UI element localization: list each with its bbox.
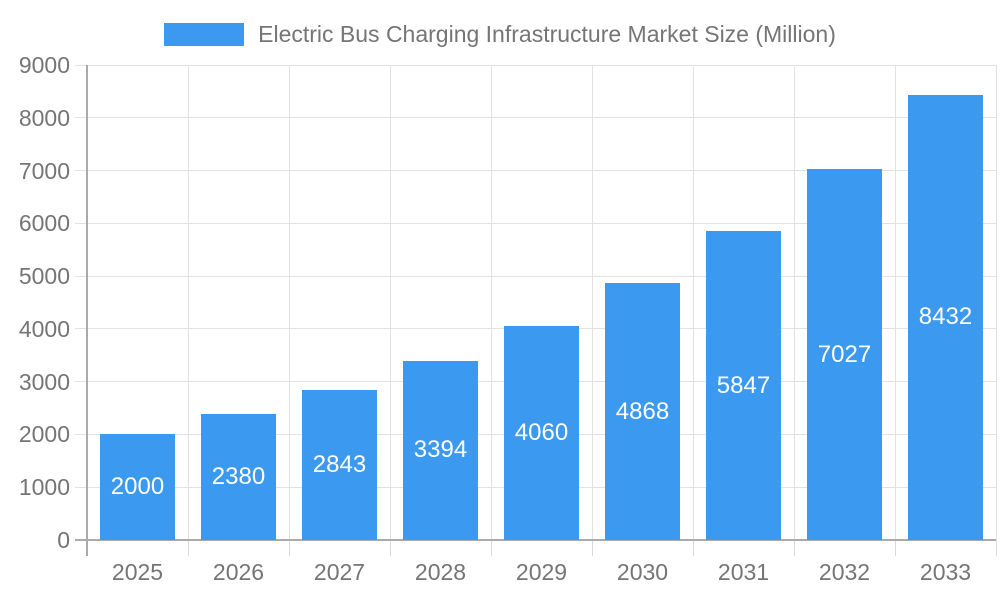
bar-value-label: 2380 xyxy=(211,463,266,491)
axis-tick xyxy=(389,540,391,556)
legend-label: Electric Bus Charging Infrastructure Mar… xyxy=(258,21,836,47)
bar[interactable] xyxy=(302,389,377,540)
y-axis-label: 0 xyxy=(57,527,70,553)
legend-swatch-icon xyxy=(164,23,245,46)
axis-tick xyxy=(288,540,290,556)
gridline-horizontal xyxy=(75,64,996,66)
gridline-horizontal xyxy=(75,275,996,277)
gridline-vertical xyxy=(490,65,492,540)
x-axis-label: 2028 xyxy=(414,559,467,585)
axis-tick xyxy=(692,540,694,556)
bar-value-label: 7027 xyxy=(817,340,872,368)
y-axis-label: 3000 xyxy=(18,368,70,395)
bar[interactable] xyxy=(706,231,781,540)
bar[interactable] xyxy=(605,283,680,540)
bar-value-label: 4868 xyxy=(615,397,670,425)
gridline-vertical xyxy=(389,65,391,540)
bar[interactable] xyxy=(100,434,175,540)
bar-value-label: 2843 xyxy=(312,450,367,478)
x-axis-label: 2031 xyxy=(717,559,770,585)
legend: Electric Bus Charging Infrastructure Mar… xyxy=(0,21,1000,48)
gridline-vertical xyxy=(793,65,795,540)
x-axis-label: 2025 xyxy=(111,559,164,585)
y-axis-label: 4000 xyxy=(18,315,70,342)
axis-tick xyxy=(490,540,492,556)
gridline-horizontal xyxy=(75,222,996,224)
axis-tick xyxy=(894,540,896,556)
bar-value-label: 2000 xyxy=(110,473,165,501)
x-axis-label: 2027 xyxy=(313,559,366,585)
bar-value-label: 3394 xyxy=(413,436,468,464)
y-axis-label: 6000 xyxy=(18,210,70,237)
bar[interactable] xyxy=(201,414,276,540)
gridline-horizontal xyxy=(75,117,996,119)
x-axis-label: 2026 xyxy=(212,559,265,585)
bar[interactable] xyxy=(908,94,983,540)
x-axis-label: 2029 xyxy=(515,559,568,585)
bar-value-label: 8432 xyxy=(918,303,973,331)
y-axis-label: 2000 xyxy=(18,421,70,448)
y-axis-label: 9000 xyxy=(18,52,70,78)
gridline-vertical xyxy=(288,65,290,540)
bar[interactable] xyxy=(403,360,478,540)
axis-tick xyxy=(793,540,795,556)
axis-tick xyxy=(591,540,593,556)
axis-tick xyxy=(187,540,189,556)
gridline-horizontal xyxy=(75,170,996,172)
gridline-vertical xyxy=(894,65,896,540)
axis-tick xyxy=(995,540,997,556)
gridline-vertical xyxy=(995,65,997,540)
gridline-vertical xyxy=(692,65,694,540)
gridline-vertical xyxy=(591,65,593,540)
y-axis-label: 7000 xyxy=(18,157,70,184)
x-axis-label: 2032 xyxy=(818,559,871,585)
x-axis-label: 2030 xyxy=(616,559,669,585)
bar-value-label: 4060 xyxy=(514,418,569,446)
y-axis-label: 8000 xyxy=(18,104,70,131)
y-axis-label: 5000 xyxy=(18,263,70,290)
bar[interactable] xyxy=(807,169,882,540)
x-axis-label: 2033 xyxy=(919,559,972,585)
y-axis-label: 1000 xyxy=(18,474,70,501)
gridline-vertical xyxy=(187,65,189,540)
y-axis-line xyxy=(86,65,88,556)
x-axis-line xyxy=(75,539,996,541)
bar[interactable] xyxy=(504,325,579,540)
bar-value-label: 5847 xyxy=(716,371,771,399)
